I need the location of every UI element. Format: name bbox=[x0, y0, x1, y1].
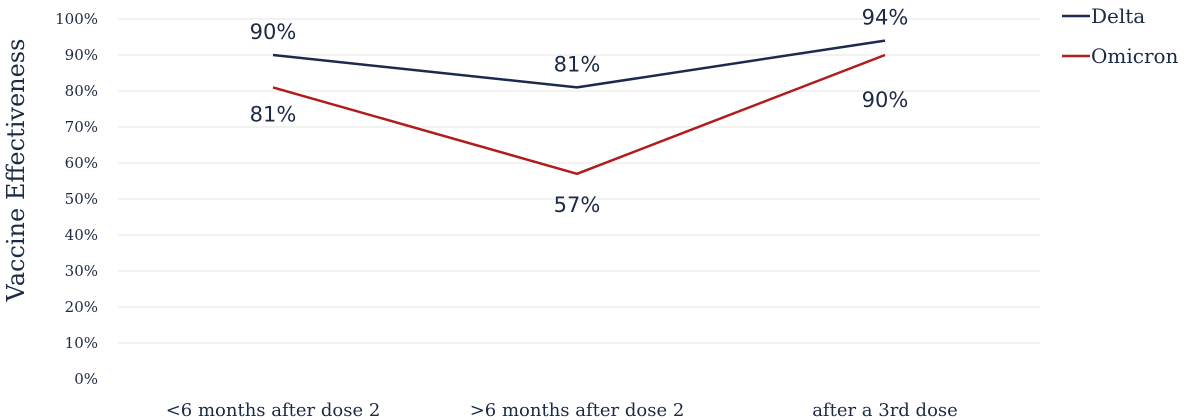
series-line-delta bbox=[272, 39, 886, 89]
y-axis-label: Vaccine Effectiveness bbox=[2, 39, 30, 303]
x-tick-label: <6 months after dose 2 bbox=[166, 400, 381, 420]
data-label-delta: 90% bbox=[250, 20, 297, 44]
y-tick-label: 30% bbox=[65, 262, 98, 280]
data-label-omicron: 57% bbox=[554, 193, 601, 217]
y-tick-label: 10% bbox=[65, 334, 98, 352]
y-tick-label: 0% bbox=[74, 370, 98, 388]
y-axis-ticks: 0% 10% 20% 30% 40% 50% 60% 70% 80% 90% 100% bbox=[55, 10, 98, 388]
data-labels: 90% 81% 94% 81% 57% 90% bbox=[250, 6, 909, 217]
data-label-omicron: 90% bbox=[862, 88, 909, 112]
data-label-omicron: 81% bbox=[250, 102, 297, 126]
y-tick-label: 20% bbox=[65, 298, 98, 316]
y-tick-label: 100% bbox=[55, 10, 98, 28]
y-tick-label: 70% bbox=[65, 118, 98, 136]
y-tick-label: 90% bbox=[65, 46, 98, 64]
series-lines bbox=[272, 39, 886, 176]
x-tick-label: after a 3rd dose bbox=[812, 400, 958, 420]
data-label-delta: 81% bbox=[554, 52, 601, 76]
y-tick-label: 40% bbox=[65, 226, 98, 244]
series-line-omicron bbox=[272, 53, 886, 176]
x-tick-label: >6 months after dose 2 bbox=[470, 400, 685, 420]
y-tick-label: 80% bbox=[65, 82, 98, 100]
legend-label-omicron: Omicron bbox=[1091, 44, 1179, 68]
legend: Delta Omicron bbox=[1062, 4, 1179, 68]
data-label-delta: 94% bbox=[862, 6, 909, 30]
y-tick-label: 60% bbox=[65, 154, 98, 172]
gridlines bbox=[118, 18, 1040, 344]
x-axis-ticks: <6 months after dose 2 >6 months after do… bbox=[166, 400, 958, 420]
y-tick-label: 50% bbox=[65, 190, 98, 208]
legend-label-delta: Delta bbox=[1091, 4, 1145, 28]
